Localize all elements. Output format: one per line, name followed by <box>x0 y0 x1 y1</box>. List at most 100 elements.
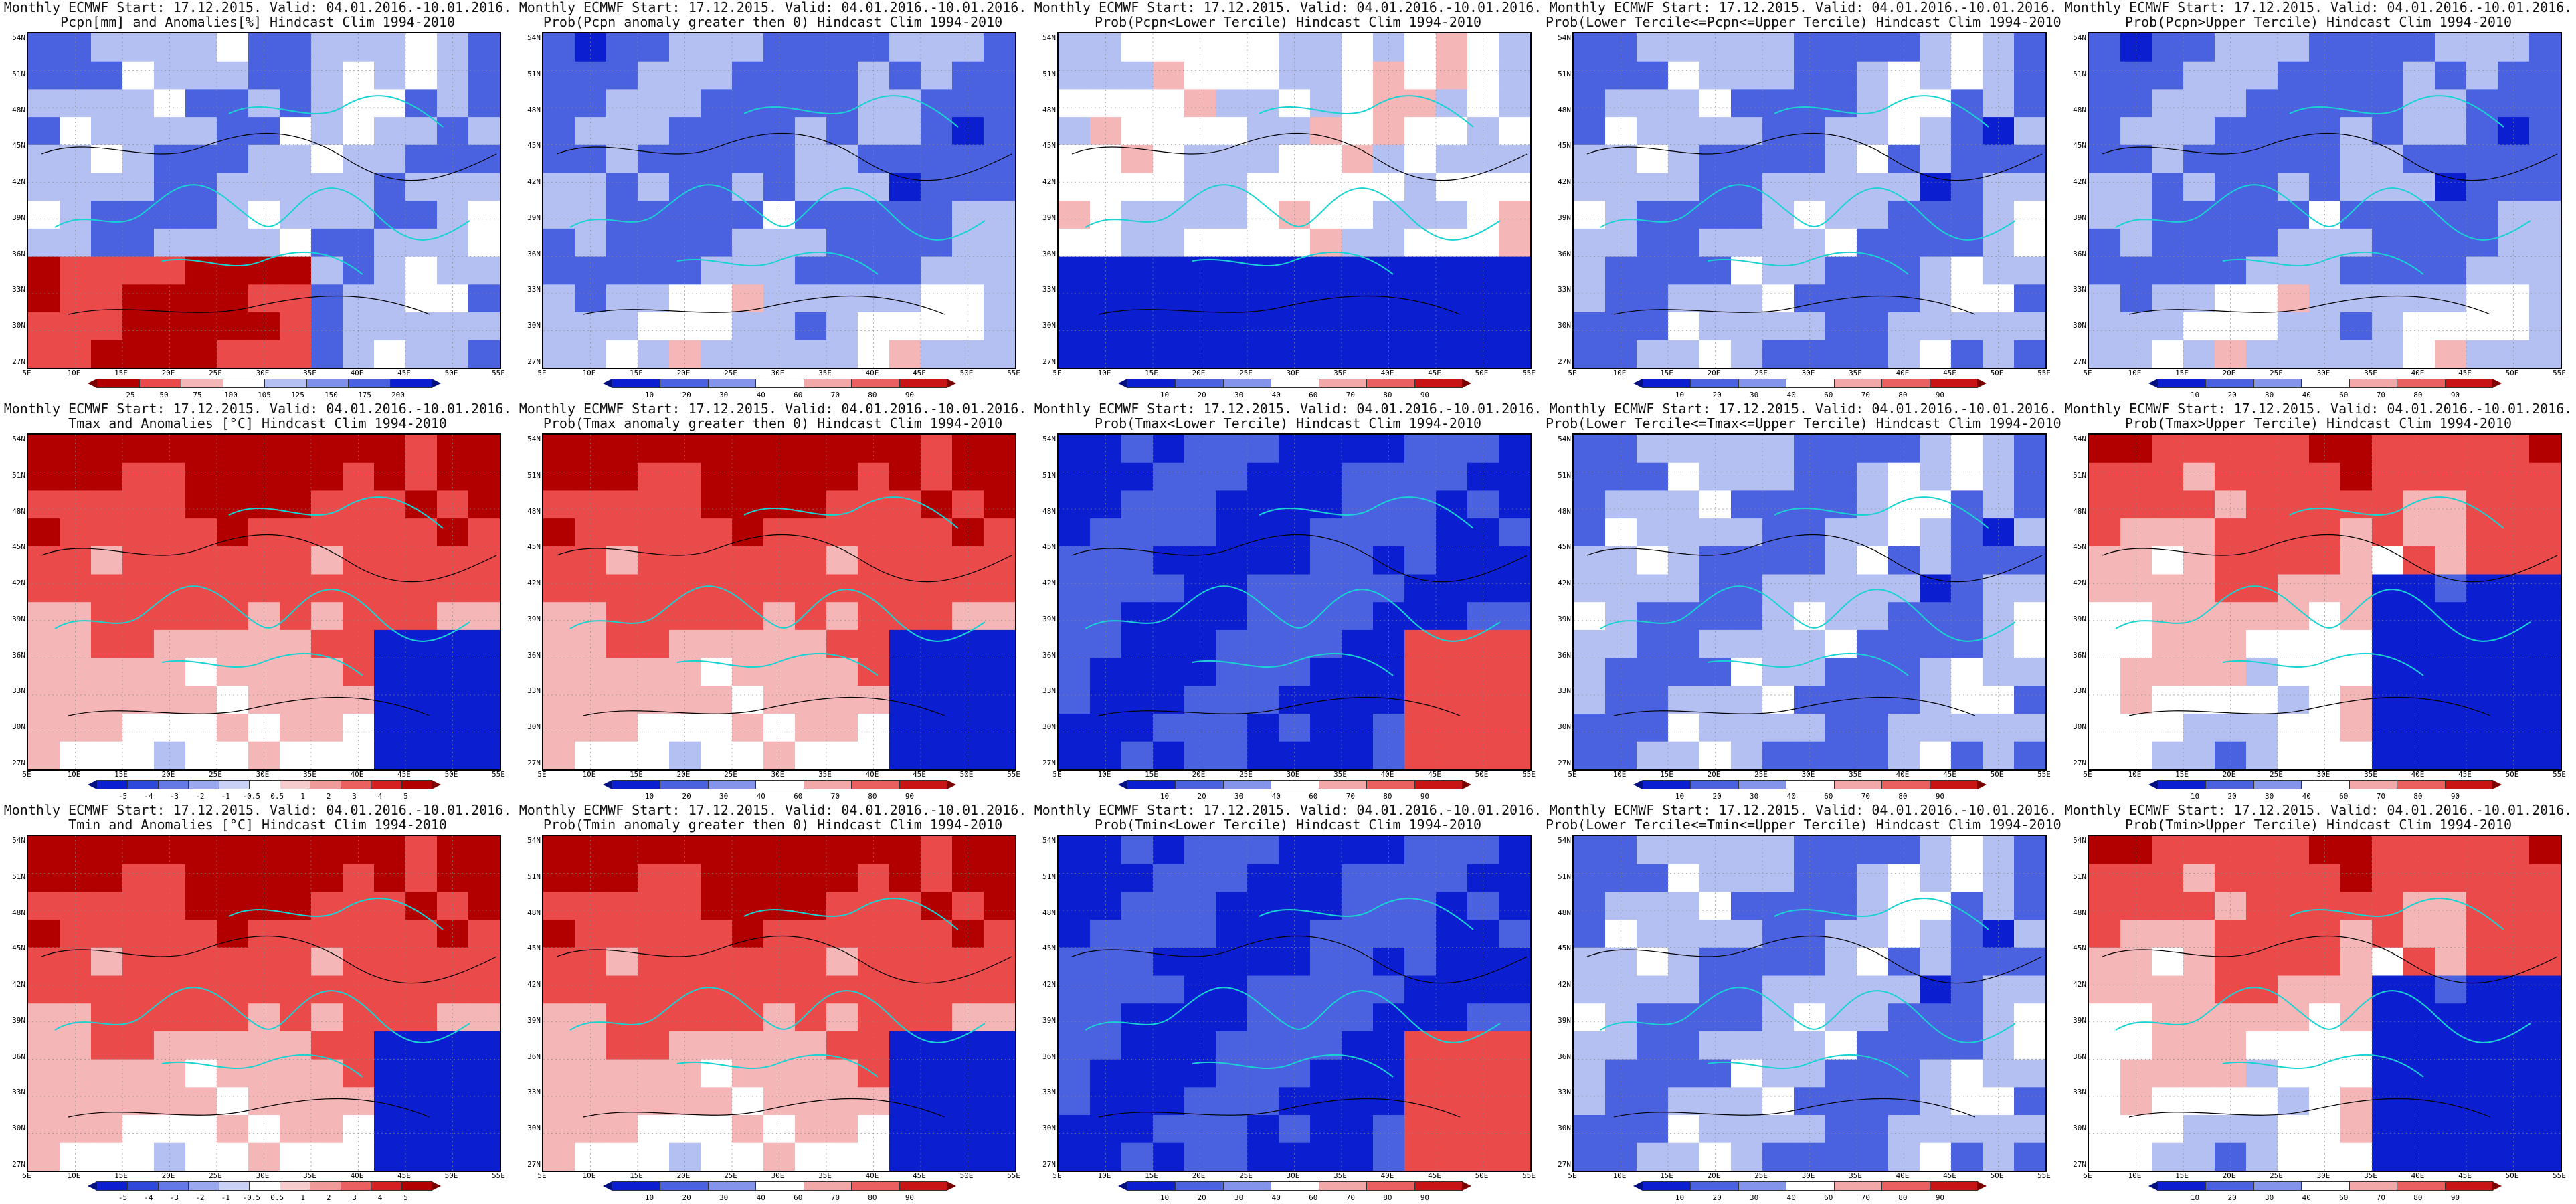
colorbar-segment <box>2205 379 2254 388</box>
field-cell <box>1951 33 1983 62</box>
field-cell <box>858 1003 890 1032</box>
field-cell <box>638 61 670 90</box>
field-cell <box>1731 629 1763 659</box>
colorbar: 10 20 30 40 60 70 80 90 <box>603 780 956 801</box>
field-cell <box>1184 144 1216 174</box>
field-cell <box>1153 33 1185 62</box>
field-cell <box>248 144 280 174</box>
field-cell <box>1499 686 1530 714</box>
field-cell <box>1499 574 1530 603</box>
colorbar-segment <box>2301 780 2350 789</box>
field-cell <box>217 228 249 258</box>
field-cell <box>575 1003 607 1032</box>
field-cell <box>2215 340 2247 368</box>
colorbar-segment <box>222 379 265 388</box>
field-cell <box>122 33 155 62</box>
lat-label: 27N <box>12 357 25 366</box>
lat-label: 48N <box>12 908 25 917</box>
field-cell <box>2278 89 2310 118</box>
field-cell <box>154 61 186 90</box>
field-cell <box>2120 920 2152 948</box>
lon-label: 45E <box>397 369 411 377</box>
field-cell <box>2529 658 2561 687</box>
field-cell <box>1279 117 1311 146</box>
field-cell <box>1467 1087 1499 1116</box>
field-cell <box>2403 312 2435 341</box>
field-cell <box>638 117 670 146</box>
field-cell <box>1951 629 1983 659</box>
field-cell <box>1436 312 1468 341</box>
field-cell <box>217 658 249 687</box>
field-cell <box>1920 1059 1952 1088</box>
field-cell <box>2278 920 2310 948</box>
field-cell <box>405 1115 438 1144</box>
field-cell <box>1279 947 1311 977</box>
field-cell <box>91 61 123 90</box>
field-cell <box>606 518 638 547</box>
field-cell <box>91 1031 123 1060</box>
field-cell <box>154 33 186 62</box>
lon-label: 30E <box>771 1171 785 1180</box>
field-cell <box>154 1059 186 1088</box>
field-cell <box>2466 89 2498 118</box>
field-cell <box>575 1142 607 1171</box>
field-cell <box>826 658 858 687</box>
field-cell <box>984 490 1015 520</box>
field-cell <box>1216 602 1248 631</box>
field-cell <box>638 1031 670 1060</box>
lon-label: 25E <box>1754 770 1768 779</box>
field-cell <box>606 629 638 659</box>
lat-label: 42N <box>12 980 25 989</box>
colorbar-segment <box>707 379 757 388</box>
field-cell <box>1699 1059 1732 1088</box>
field-cell <box>2435 1087 2467 1116</box>
field-cell <box>1731 1115 1763 1144</box>
field-cell <box>405 602 438 631</box>
field-cell <box>1888 686 1920 714</box>
field-cell <box>732 144 764 174</box>
lat-label: 36N <box>527 1051 541 1061</box>
field-cell <box>921 201 953 229</box>
field-cell <box>1059 201 1091 229</box>
field-cell <box>638 173 670 202</box>
field-cell <box>60 117 92 146</box>
field-cell <box>2215 33 2247 62</box>
field-cell <box>185 741 217 769</box>
field-cell <box>217 546 249 575</box>
field-cell <box>1184 33 1216 62</box>
field-cell <box>91 201 123 229</box>
field-cell <box>2529 975 2561 1005</box>
field-cell <box>217 435 249 464</box>
field-cell <box>2278 1003 2310 1032</box>
field-cell <box>701 201 733 229</box>
field-cell <box>2183 546 2215 575</box>
field-cell <box>1373 741 1405 769</box>
field-cell <box>1184 518 1216 547</box>
field-cell <box>280 741 312 769</box>
field-cell <box>28 435 60 464</box>
field-cell <box>154 658 186 687</box>
field-cell <box>638 658 670 687</box>
colorbar-segment <box>1222 379 1272 388</box>
field-cell <box>1404 574 1437 603</box>
field-cell <box>1857 602 1889 631</box>
field-cell <box>1499 629 1530 659</box>
field-cell <box>280 201 312 229</box>
field-cell <box>2340 602 2373 631</box>
field-cell <box>1467 975 1499 1005</box>
field-cell <box>2403 201 2435 229</box>
field-cell <box>311 173 343 202</box>
field-cell <box>1436 658 1468 687</box>
field-cell <box>185 1031 217 1060</box>
field-cell <box>280 33 312 62</box>
field-cell <box>2435 1031 2467 1060</box>
colorbar-label: 80 <box>1383 1193 1392 1202</box>
colorbar-segment <box>2444 379 2493 388</box>
field-cell <box>122 117 155 146</box>
field-cell <box>952 1031 984 1060</box>
field-cell <box>826 1115 858 1144</box>
field-cell <box>1121 920 1154 948</box>
field-cell <box>2215 1115 2247 1144</box>
field-cell <box>1857 1142 1889 1171</box>
colorbar-label: 60 <box>1824 792 1833 801</box>
